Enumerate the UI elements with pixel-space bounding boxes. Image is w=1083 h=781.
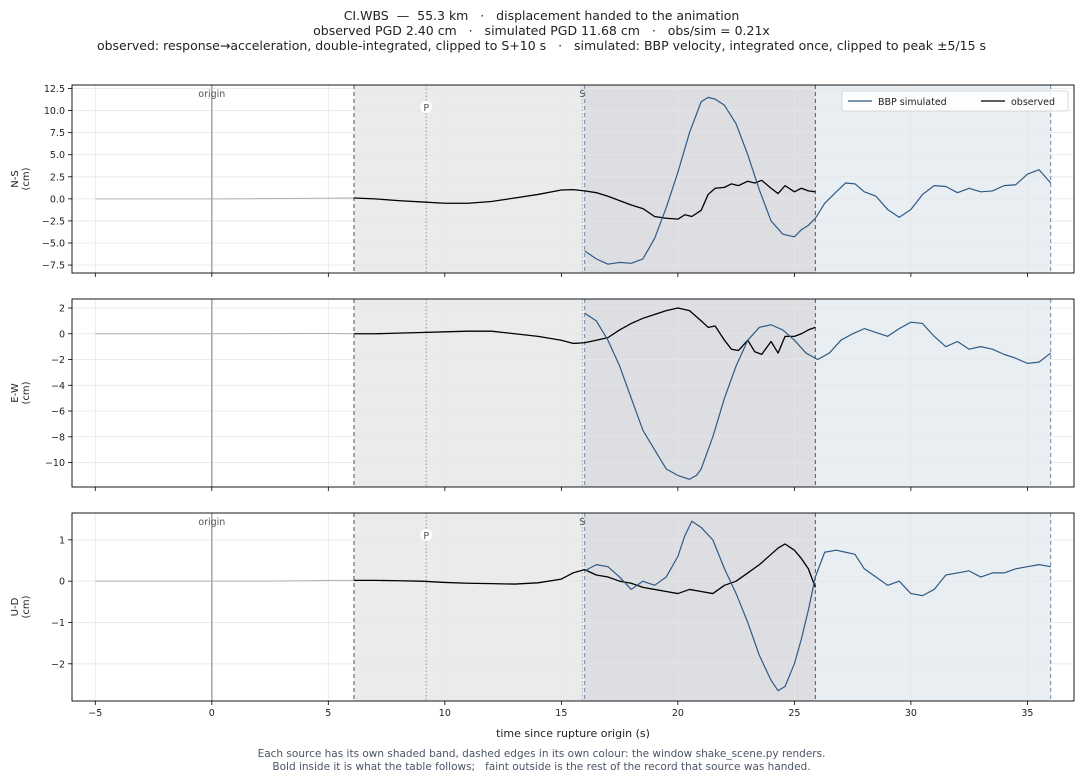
x-axis-label: time since rupture origin (s) [496, 727, 650, 740]
panel-frame [71, 298, 1075, 488]
legend-label-simulated: BBP simulated [878, 97, 947, 108]
y-axis-label-unit: (cm) [21, 167, 32, 190]
marker-label-S: S [579, 89, 585, 100]
y-axis-label-component: N-S [10, 170, 21, 187]
x-tick-label: −5 [88, 708, 102, 719]
x-tick-label: 30 [905, 708, 917, 719]
marker-label-S: S [579, 517, 585, 528]
title-line-3: observed: response→acceleration, double-… [96, 38, 987, 53]
title-line-1: CI.WBS — 55.3 km · displacement handed t… [343, 8, 740, 23]
footnote-line-1: Each source has its own shaded band, das… [257, 748, 826, 760]
y-axis-label: E-W (cm) [10, 381, 32, 404]
simulated-trace [584, 520, 1051, 692]
x-tick-label: 35 [1021, 708, 1033, 719]
y-tick-label: 12.5 [44, 84, 65, 95]
y-tick-label: 0 [59, 577, 65, 588]
y-tick-label: 7.5 [50, 128, 65, 139]
y-axis-label-unit: (cm) [21, 595, 32, 618]
panel-frame [71, 512, 1075, 702]
observed-pre-window-trace [95, 197, 354, 200]
footnote-line-2: Bold inside it is what the table follows… [272, 760, 811, 773]
observed-trace [353, 179, 816, 220]
y-tick-label: 2.5 [50, 172, 65, 183]
y-axis-label: N-S (cm) [10, 167, 32, 190]
y-tick-label: 5.0 [50, 150, 65, 161]
chart-footnote: Each source has its own shaded band, das… [0, 748, 1083, 773]
simulated-trace [584, 96, 1052, 265]
y-tick-label: −8 [51, 432, 65, 443]
x-tick-label: 10 [439, 708, 451, 719]
y-tick-label: −10 [45, 458, 65, 469]
x-tick-label: 15 [555, 708, 567, 719]
y-tick-label: 0.0 [50, 194, 65, 205]
y-tick-label: 2 [59, 304, 65, 315]
legend-box [841, 90, 1069, 112]
x-tick-label: 25 [788, 708, 800, 719]
y-tick-label: −1 [51, 618, 65, 629]
p-label-background [420, 529, 433, 541]
y-tick-label: −6 [51, 407, 65, 418]
y-tick-label: −5.0 [42, 238, 65, 249]
panel-n-s: origin P S −7.5 −5.0 −2.5 0.0 2.5 5.0 7.5 10.0 12.5… [10, 84, 1075, 277]
y-tick-label: 10.0 [44, 106, 65, 117]
marker-label-origin: origin [198, 517, 225, 528]
overlap-window-band [584, 299, 816, 487]
x-tick-label: 20 [672, 708, 684, 719]
legend: BBP simulated observed [841, 90, 1069, 112]
legend-label-observed: observed [1011, 97, 1055, 108]
panel-e-w: −10 −8 −6 −4 −2 0 2 E-W (cm) [10, 298, 1075, 491]
marker-label-P: P [423, 531, 429, 542]
y-tick-label: −7.5 [42, 261, 65, 272]
y-tick-label: 0 [59, 329, 65, 340]
x-tick-label: 0 [209, 708, 215, 719]
y-tick-label: −2 [51, 659, 65, 670]
marker-label-P: P [423, 103, 429, 114]
overlap-window-band [584, 513, 816, 701]
observed-trace [353, 307, 816, 356]
y-axis-label-component: U-D [10, 597, 21, 616]
simulated-trace [584, 312, 1052, 480]
y-tick-label: −2 [51, 355, 65, 366]
panel-u-d: origin P S −2 −1 0 1 −5 0 5 10 15 20 25 30 35 U-D (cm) [10, 512, 1075, 719]
title-line-2: observed PGD 2.40 cm · simulated PGD 11.… [313, 23, 770, 38]
y-tick-label: −4 [51, 381, 65, 392]
chart-title: CI.WBS — 55.3 km · displacement handed t… [0, 8, 1083, 53]
y-axis-label-component: E-W [10, 383, 21, 403]
x-tick-label: 5 [325, 708, 331, 719]
y-tick-label: −2.5 [42, 216, 65, 227]
y-tick-label: 1 [59, 535, 65, 546]
y-axis-label-unit: (cm) [21, 381, 32, 404]
overlap-window-band [584, 85, 816, 273]
p-label-background [420, 101, 433, 113]
observed-pre-window-trace [95, 579, 354, 582]
observed-trace [353, 543, 816, 595]
y-axis-label: U-D (cm) [10, 595, 32, 618]
marker-label-origin: origin [198, 89, 225, 100]
panel-frame [71, 84, 1075, 274]
